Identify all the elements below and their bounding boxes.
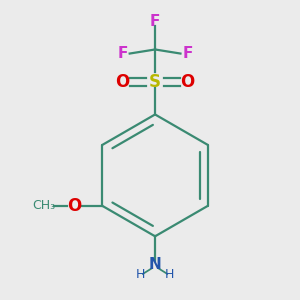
Text: S: S xyxy=(149,73,161,91)
Text: O: O xyxy=(180,73,195,91)
Text: F: F xyxy=(182,46,193,61)
Text: N: N xyxy=(149,257,161,272)
Text: F: F xyxy=(150,14,160,28)
Text: F: F xyxy=(117,46,128,61)
Text: H: H xyxy=(136,268,146,281)
Text: O: O xyxy=(116,73,130,91)
Text: H: H xyxy=(165,268,174,281)
Text: CH₃: CH₃ xyxy=(32,199,55,212)
Text: O: O xyxy=(67,197,81,215)
